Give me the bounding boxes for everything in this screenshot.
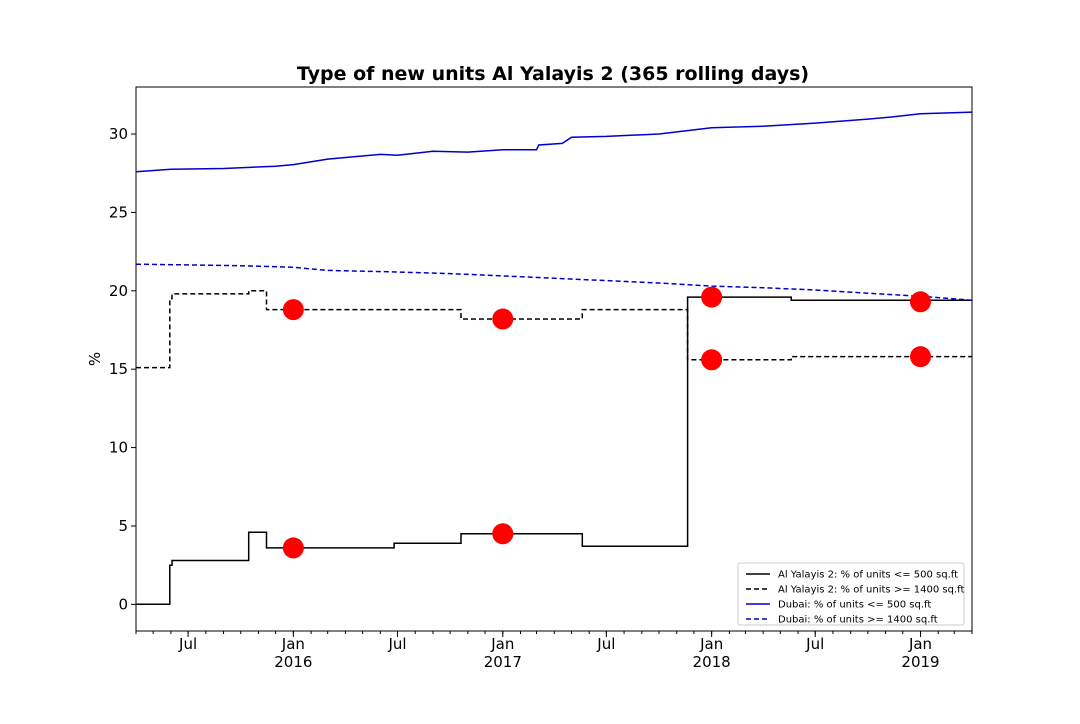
marker-point-4 <box>701 286 723 308</box>
x-tick-label: Jan <box>699 635 723 653</box>
legend-label-1: Al Yalayis 2: % of units >= 1400 sq.ft <box>778 585 964 596</box>
series-line-0 <box>136 296 972 606</box>
legend: Al Yalayis 2: % of units <= 500 sq.ft Al … <box>737 562 965 626</box>
legend-box <box>737 562 965 626</box>
x-tick-label: Jul <box>805 635 824 653</box>
y-tick-label: 25 <box>109 203 128 221</box>
y-tick-label: 5 <box>118 517 128 535</box>
y-tick-label: 0 <box>118 595 128 613</box>
y-tick-label: 10 <box>109 439 128 457</box>
legend-label-3: Dubai: % of units >= 1400 sq.ft <box>778 615 938 626</box>
series-layer <box>135 111 973 606</box>
series-line-2 <box>135 111 973 173</box>
x-tick-year-label: 2019 <box>901 653 939 671</box>
x-tick-label: Jul <box>387 635 406 653</box>
x-tick-year-label: 2017 <box>484 653 522 671</box>
x-tick-label: Jan <box>281 635 305 653</box>
x-tick-label: Jul <box>596 635 615 653</box>
marker-point-5 <box>701 349 723 371</box>
marker-point-1 <box>282 299 304 321</box>
y-tick-label: 30 <box>109 125 128 143</box>
x-tick-label: Jul <box>178 635 197 653</box>
marker-layer <box>282 286 932 559</box>
y-tick-label: 15 <box>109 360 128 378</box>
x-tick-label: Jan <box>908 635 932 653</box>
chart-title: Type of new units Al Yalayis 2 (365 roll… <box>297 63 809 85</box>
x-tick-year-label: 2018 <box>693 653 731 671</box>
x-tick-label: Jan <box>490 635 514 653</box>
plot-frame <box>135 86 973 632</box>
series-line-1 <box>136 290 972 369</box>
legend-label-0: Al Yalayis 2: % of units <= 500 sq.ft <box>778 570 958 581</box>
marker-point-2 <box>492 523 514 545</box>
marker-point-0 <box>282 537 304 559</box>
y-tick-label: 20 <box>109 282 128 300</box>
y-axis-label: % <box>86 352 104 366</box>
series-line-3 <box>135 263 973 301</box>
marker-point-3 <box>492 308 514 330</box>
marker-point-7 <box>910 346 932 368</box>
marker-point-6 <box>910 291 932 313</box>
x-tick-year-label: 2016 <box>274 653 312 671</box>
legend-label-2: Dubai: % of units <= 500 sq.ft <box>778 600 931 611</box>
